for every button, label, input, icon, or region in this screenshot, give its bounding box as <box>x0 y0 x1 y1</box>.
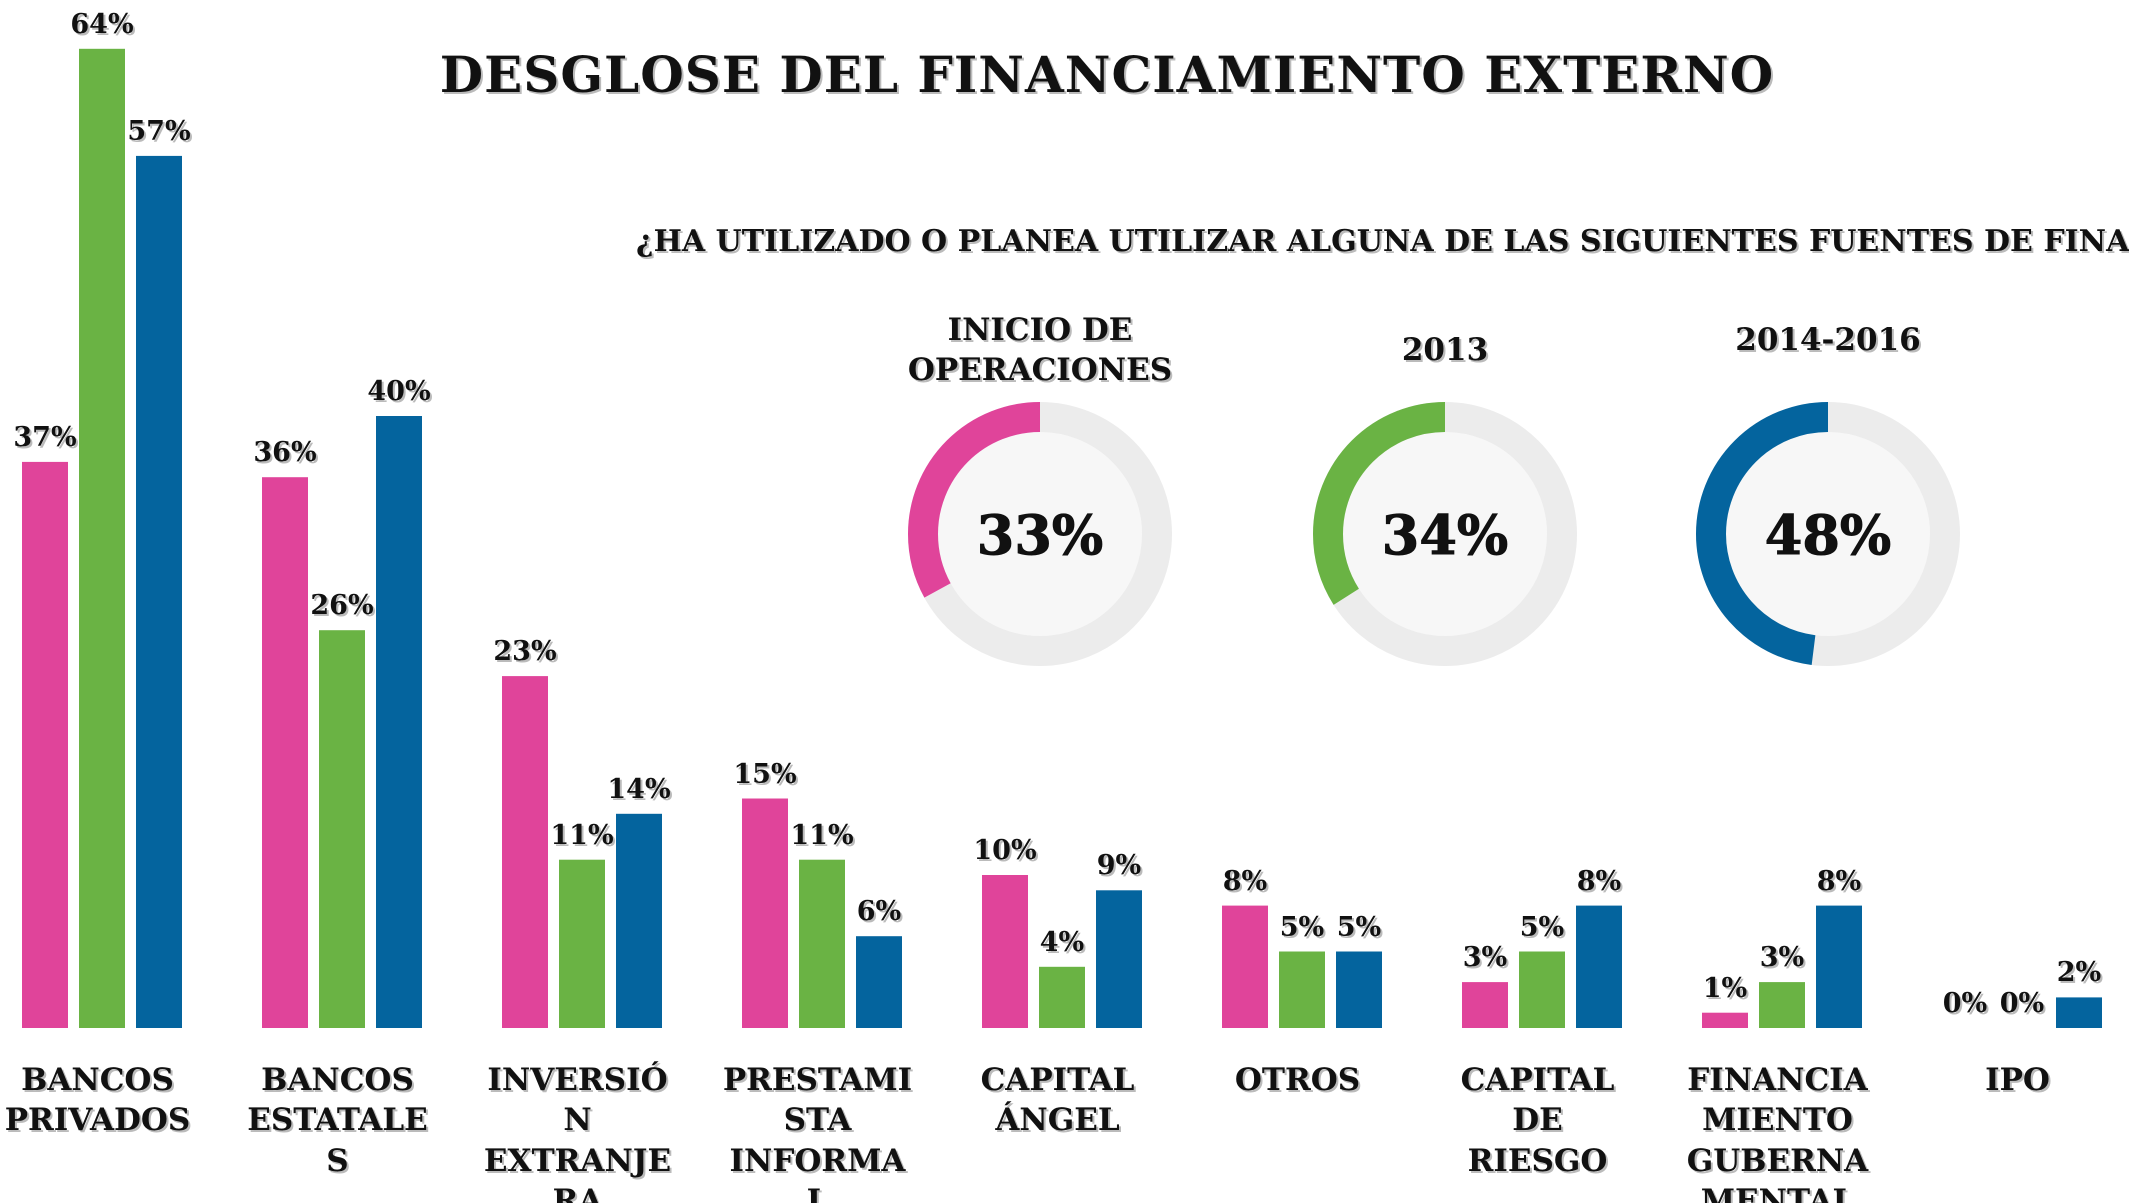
data-label: 8% <box>1222 865 1268 897</box>
bar <box>1039 966 1085 1028</box>
bar <box>1519 951 1565 1028</box>
data-label: 5% <box>1336 911 1382 943</box>
data-label: 37% <box>13 421 77 453</box>
donut-value-label: 33% <box>977 503 1103 567</box>
donut-title: INICIO DE OPERACIONES <box>907 312 1173 389</box>
chart-title: DESGLOSE DEL FINANCIAMIENTO EXTERNO <box>439 45 1775 104</box>
x-tick-label: FINANCIAMIENTO GUBERNAMENTAL <box>1686 1062 1869 1203</box>
donut-inner <box>938 432 1142 636</box>
donut-inner <box>1343 432 1547 636</box>
donut-arc <box>1313 402 1577 666</box>
data-label: 36% <box>253 437 317 469</box>
bar <box>1222 905 1268 1028</box>
data-label: 8% <box>1576 865 1622 897</box>
data-label: 5% <box>1279 911 1325 943</box>
data-label: 3% <box>1462 942 1508 974</box>
data-label: 0% <box>1999 988 2045 1019</box>
data-label: 10% <box>973 835 1037 866</box>
bar <box>1462 982 1508 1028</box>
bar <box>136 155 182 1028</box>
x-tick-label: IPO <box>1985 1062 2050 1098</box>
donut-arc-group <box>908 402 1172 666</box>
bar <box>2056 997 2102 1028</box>
data-label: 5% <box>1519 911 1565 943</box>
data-label: 3% <box>1759 942 1805 974</box>
donut-arc <box>908 402 1172 666</box>
donut-arc-group <box>1696 402 1960 666</box>
bar <box>502 676 548 1028</box>
bar <box>376 416 422 1028</box>
data-label: 40% <box>367 376 431 407</box>
x-tick-label: INVERSIÓN EXTRANJERA <box>483 1062 672 1203</box>
data-label: 6% <box>856 896 902 928</box>
donut-value-label: 48% <box>1765 503 1891 567</box>
donut-arc <box>1696 402 1960 666</box>
bar <box>1702 1012 1748 1028</box>
data-label: 23% <box>493 636 557 668</box>
data-label: 9% <box>1096 850 1142 882</box>
x-tick-label: BANCOS ESTATALES <box>247 1062 428 1179</box>
data-label: 26% <box>310 590 374 622</box>
x-tick-label: CAPITAL ÁNGEL <box>980 1062 1135 1139</box>
bar <box>1096 890 1142 1028</box>
bar <box>1279 951 1325 1028</box>
bar <box>799 859 845 1028</box>
bar <box>262 477 308 1028</box>
bar <box>319 630 365 1028</box>
data-label: 64% <box>70 8 134 40</box>
chart-subtitle: ¿HA UTILIZADO O PLANEA UTILIZAR ALGUNA D… <box>636 224 2129 259</box>
bar <box>742 798 788 1028</box>
donut-arc-group <box>1313 402 1577 666</box>
data-label: 15% <box>733 758 797 790</box>
bar <box>1816 905 1862 1028</box>
data-label: 14% <box>607 773 671 805</box>
donut-inner <box>1726 432 1930 636</box>
data-label: 11% <box>550 819 614 851</box>
data-label: 1% <box>1702 972 1748 1004</box>
bar <box>22 461 68 1028</box>
bar <box>982 875 1028 1028</box>
x-tick-label: PRESTAMISTA INFORMAL <box>722 1062 913 1203</box>
data-label: 57% <box>127 115 191 147</box>
bar <box>856 936 902 1028</box>
data-label: 4% <box>1039 926 1085 958</box>
data-label: 8% <box>1816 865 1862 897</box>
data-label: 0% <box>1942 988 1988 1019</box>
bar <box>1759 982 1805 1028</box>
bar <box>559 859 605 1028</box>
x-tick-label: OTROS <box>1234 1062 1361 1098</box>
data-label: 11% <box>790 819 854 851</box>
donut-value-label: 34% <box>1382 503 1508 567</box>
data-label: 2% <box>2056 957 2102 989</box>
donut-title: 2013 <box>1401 332 1489 368</box>
bar <box>616 813 662 1028</box>
donut-title: 2014-2016 <box>1735 322 1921 358</box>
x-tick-label: BANCOS PRIVADOS <box>4 1062 191 1139</box>
x-tick-label: CAPITAL DE RIESGO <box>1460 1062 1615 1179</box>
bar <box>1576 905 1622 1028</box>
bar <box>79 48 125 1029</box>
bar <box>1336 951 1382 1028</box>
